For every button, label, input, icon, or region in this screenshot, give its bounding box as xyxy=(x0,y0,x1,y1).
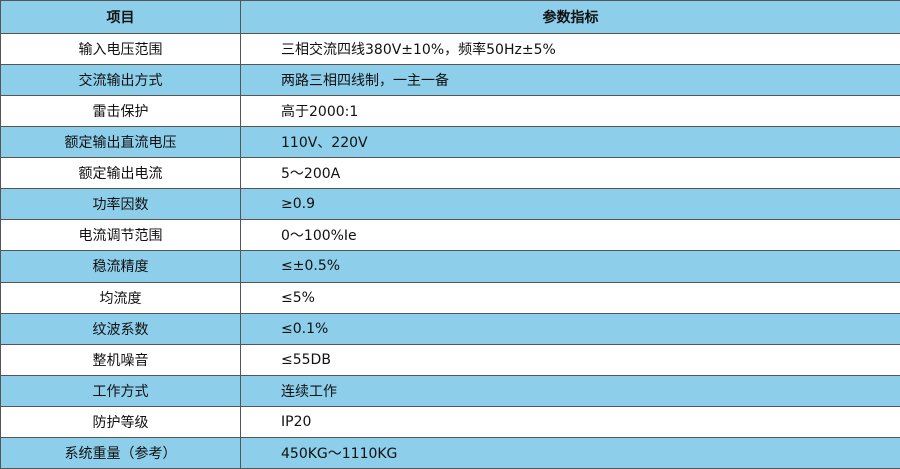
value-cell: 450KG～1110KG xyxy=(240,436,900,469)
header-cell: 参数指标 xyxy=(240,0,900,34)
value-cell: 两路三相四线制，一主一备 xyxy=(240,64,900,97)
item-cell: 输入电压范围 xyxy=(0,32,241,66)
value-cell: ≤0.1% xyxy=(240,312,900,345)
table-row: 雷击保护 高于2000:1 xyxy=(0,95,900,128)
table-row: 额定输出电流 5～200A xyxy=(0,157,900,190)
item-cell: 稳流精度 xyxy=(0,250,241,283)
table-row: 交流输出方式 两路三相四线制，一主一备 xyxy=(0,64,900,97)
item-cell: 额定输出直流电压 xyxy=(0,126,241,159)
table-row: 纹波系数 ≤0.1% xyxy=(0,312,900,345)
table-row: 防护等级 IP20 xyxy=(0,405,900,438)
table-row: 工作方式 连续工作 xyxy=(0,374,900,407)
value-cell: ≤55DB xyxy=(240,343,900,376)
table-row: 系统重量（参考） 450KG～1110KG xyxy=(0,436,900,469)
table-row: 稳流精度 ≤±0.5% xyxy=(0,250,900,283)
table-row: 均流度 ≤5% xyxy=(0,281,900,314)
value-cell: 5～200A xyxy=(240,157,900,190)
item-cell: 额定输出电流 xyxy=(0,157,241,190)
item-cell: 均流度 xyxy=(0,281,241,314)
value-cell: ≤5% xyxy=(240,281,900,314)
item-cell: 功率因数 xyxy=(0,188,241,221)
table-row: 输入电压范围 三相交流四线380V±10%，频率50Hz±5% xyxy=(0,32,900,66)
value-cell: IP20 xyxy=(240,405,900,438)
table-row: 电流调节范围 0～100%Ie xyxy=(0,219,900,252)
table-row: 整机噪音 ≤55DB xyxy=(0,343,900,376)
item-cell: 交流输出方式 xyxy=(0,64,241,97)
value-cell: 高于2000:1 xyxy=(240,95,900,128)
value-cell: 连续工作 xyxy=(240,374,900,407)
item-cell: 雷击保护 xyxy=(0,95,241,128)
value-cell: 110V、220V xyxy=(240,126,900,159)
item-cell: 系统重量（参考） xyxy=(0,436,241,469)
item-cell: 防护等级 xyxy=(0,405,241,438)
table-row: 功率因数 ≥0.9 xyxy=(0,188,900,221)
value-cell: 0～100%Ie xyxy=(240,219,900,252)
value-cell: ≤±0.5% xyxy=(240,250,900,283)
header-cell: 项目 xyxy=(0,0,241,34)
value-cell: ≥0.9 xyxy=(240,188,900,221)
value-cell: 三相交流四线380V±10%，频率50Hz±5% xyxy=(240,32,900,66)
item-cell: 纹波系数 xyxy=(0,312,241,345)
table-row: 额定输出直流电压 110V、220V xyxy=(0,126,900,159)
item-cell: 工作方式 xyxy=(0,374,241,407)
item-cell: 整机噪音 xyxy=(0,343,241,376)
table-body: 输入电压范围 三相交流四线380V±10%，频率50Hz±5% 交流输出方式 两路三相… xyxy=(0,32,900,469)
header-row: 项目 参数指标 xyxy=(0,0,900,34)
item-cell: 电流调节范围 xyxy=(0,219,241,252)
